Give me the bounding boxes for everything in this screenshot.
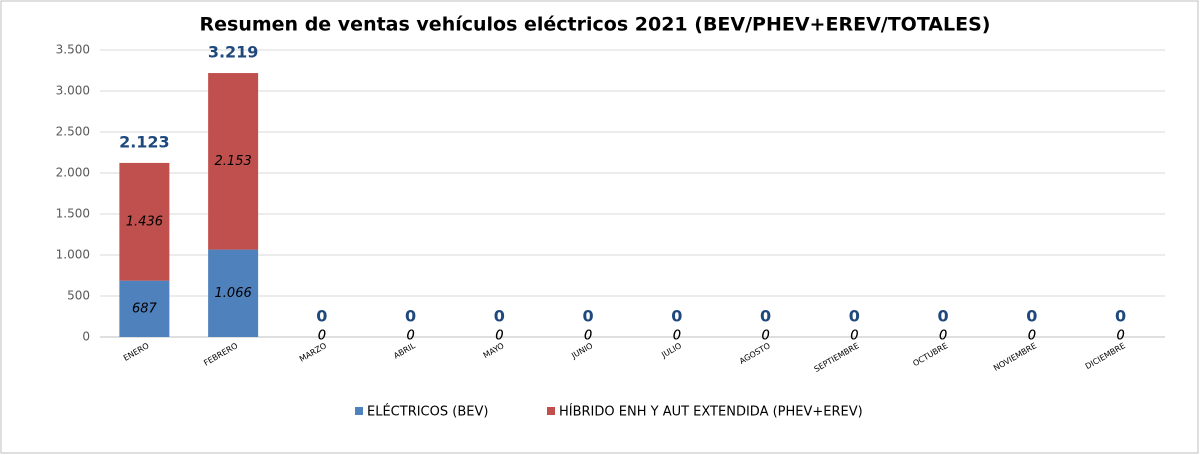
y-tick-label: 2.500	[56, 125, 90, 139]
data-label: 0	[495, 329, 503, 344]
data-label: 0	[584, 329, 592, 344]
total-label: 2.123	[119, 132, 170, 151]
data-label: 0	[318, 329, 326, 344]
y-tick-label: 500	[67, 289, 90, 303]
data-label: 0	[495, 329, 503, 344]
data-label: 0	[1028, 329, 1036, 344]
data-label: 0	[850, 329, 858, 344]
legend-swatch	[355, 407, 363, 415]
data-label: 0	[1116, 329, 1124, 344]
chart-title: Resumen de ventas vehículos eléctricos 2…	[200, 14, 991, 36]
data-label: 2.153	[215, 154, 252, 169]
data-label: 0	[673, 329, 681, 344]
legend-label: HÍBRIDO ENH Y AUT EXTENDIDA (PHEV+EREV)	[559, 404, 863, 420]
y-tick-label: 3.000	[56, 84, 90, 98]
data-label: 1.066	[215, 286, 252, 301]
total-label: 0	[1115, 307, 1126, 326]
total-label: 0	[1026, 307, 1037, 326]
total-label: 0	[583, 307, 594, 326]
data-label: 0	[673, 329, 681, 344]
data-label: 0	[939, 329, 947, 344]
legend-swatch	[547, 407, 555, 415]
data-label: 1.436	[126, 214, 163, 229]
data-label: 0	[406, 329, 414, 344]
bar-segment	[208, 249, 259, 337]
total-label: 0	[849, 307, 860, 326]
legend-label: ELÉCTRICOS (BEV)	[367, 404, 488, 420]
y-tick-label: 2.000	[56, 166, 90, 180]
total-label: 3.219	[208, 43, 259, 62]
total-label: 0	[405, 307, 416, 326]
data-label: 0	[318, 329, 326, 344]
data-label: 687	[132, 301, 158, 316]
y-tick-label: 1.500	[56, 207, 90, 221]
data-label: 0	[761, 329, 769, 344]
y-tick-label: 1.000	[56, 248, 90, 262]
bar-segment	[119, 280, 170, 337]
total-label: 0	[671, 307, 682, 326]
y-tick-label: 3.500	[56, 43, 90, 57]
data-label: 0	[1028, 329, 1036, 344]
total-label: 0	[760, 307, 771, 326]
total-label: 0	[938, 307, 949, 326]
y-tick-label: 0	[82, 330, 90, 344]
data-label: 0	[584, 329, 592, 344]
data-label: 0	[761, 329, 769, 344]
bar-segment	[208, 73, 259, 250]
total-label: 0	[494, 307, 505, 326]
data-label: 0	[406, 329, 414, 344]
bar-segment	[119, 162, 170, 281]
data-label: 0	[1116, 329, 1124, 344]
total-label: 0	[316, 307, 327, 326]
data-label: 0	[850, 329, 858, 344]
data-label: 0	[939, 329, 947, 344]
